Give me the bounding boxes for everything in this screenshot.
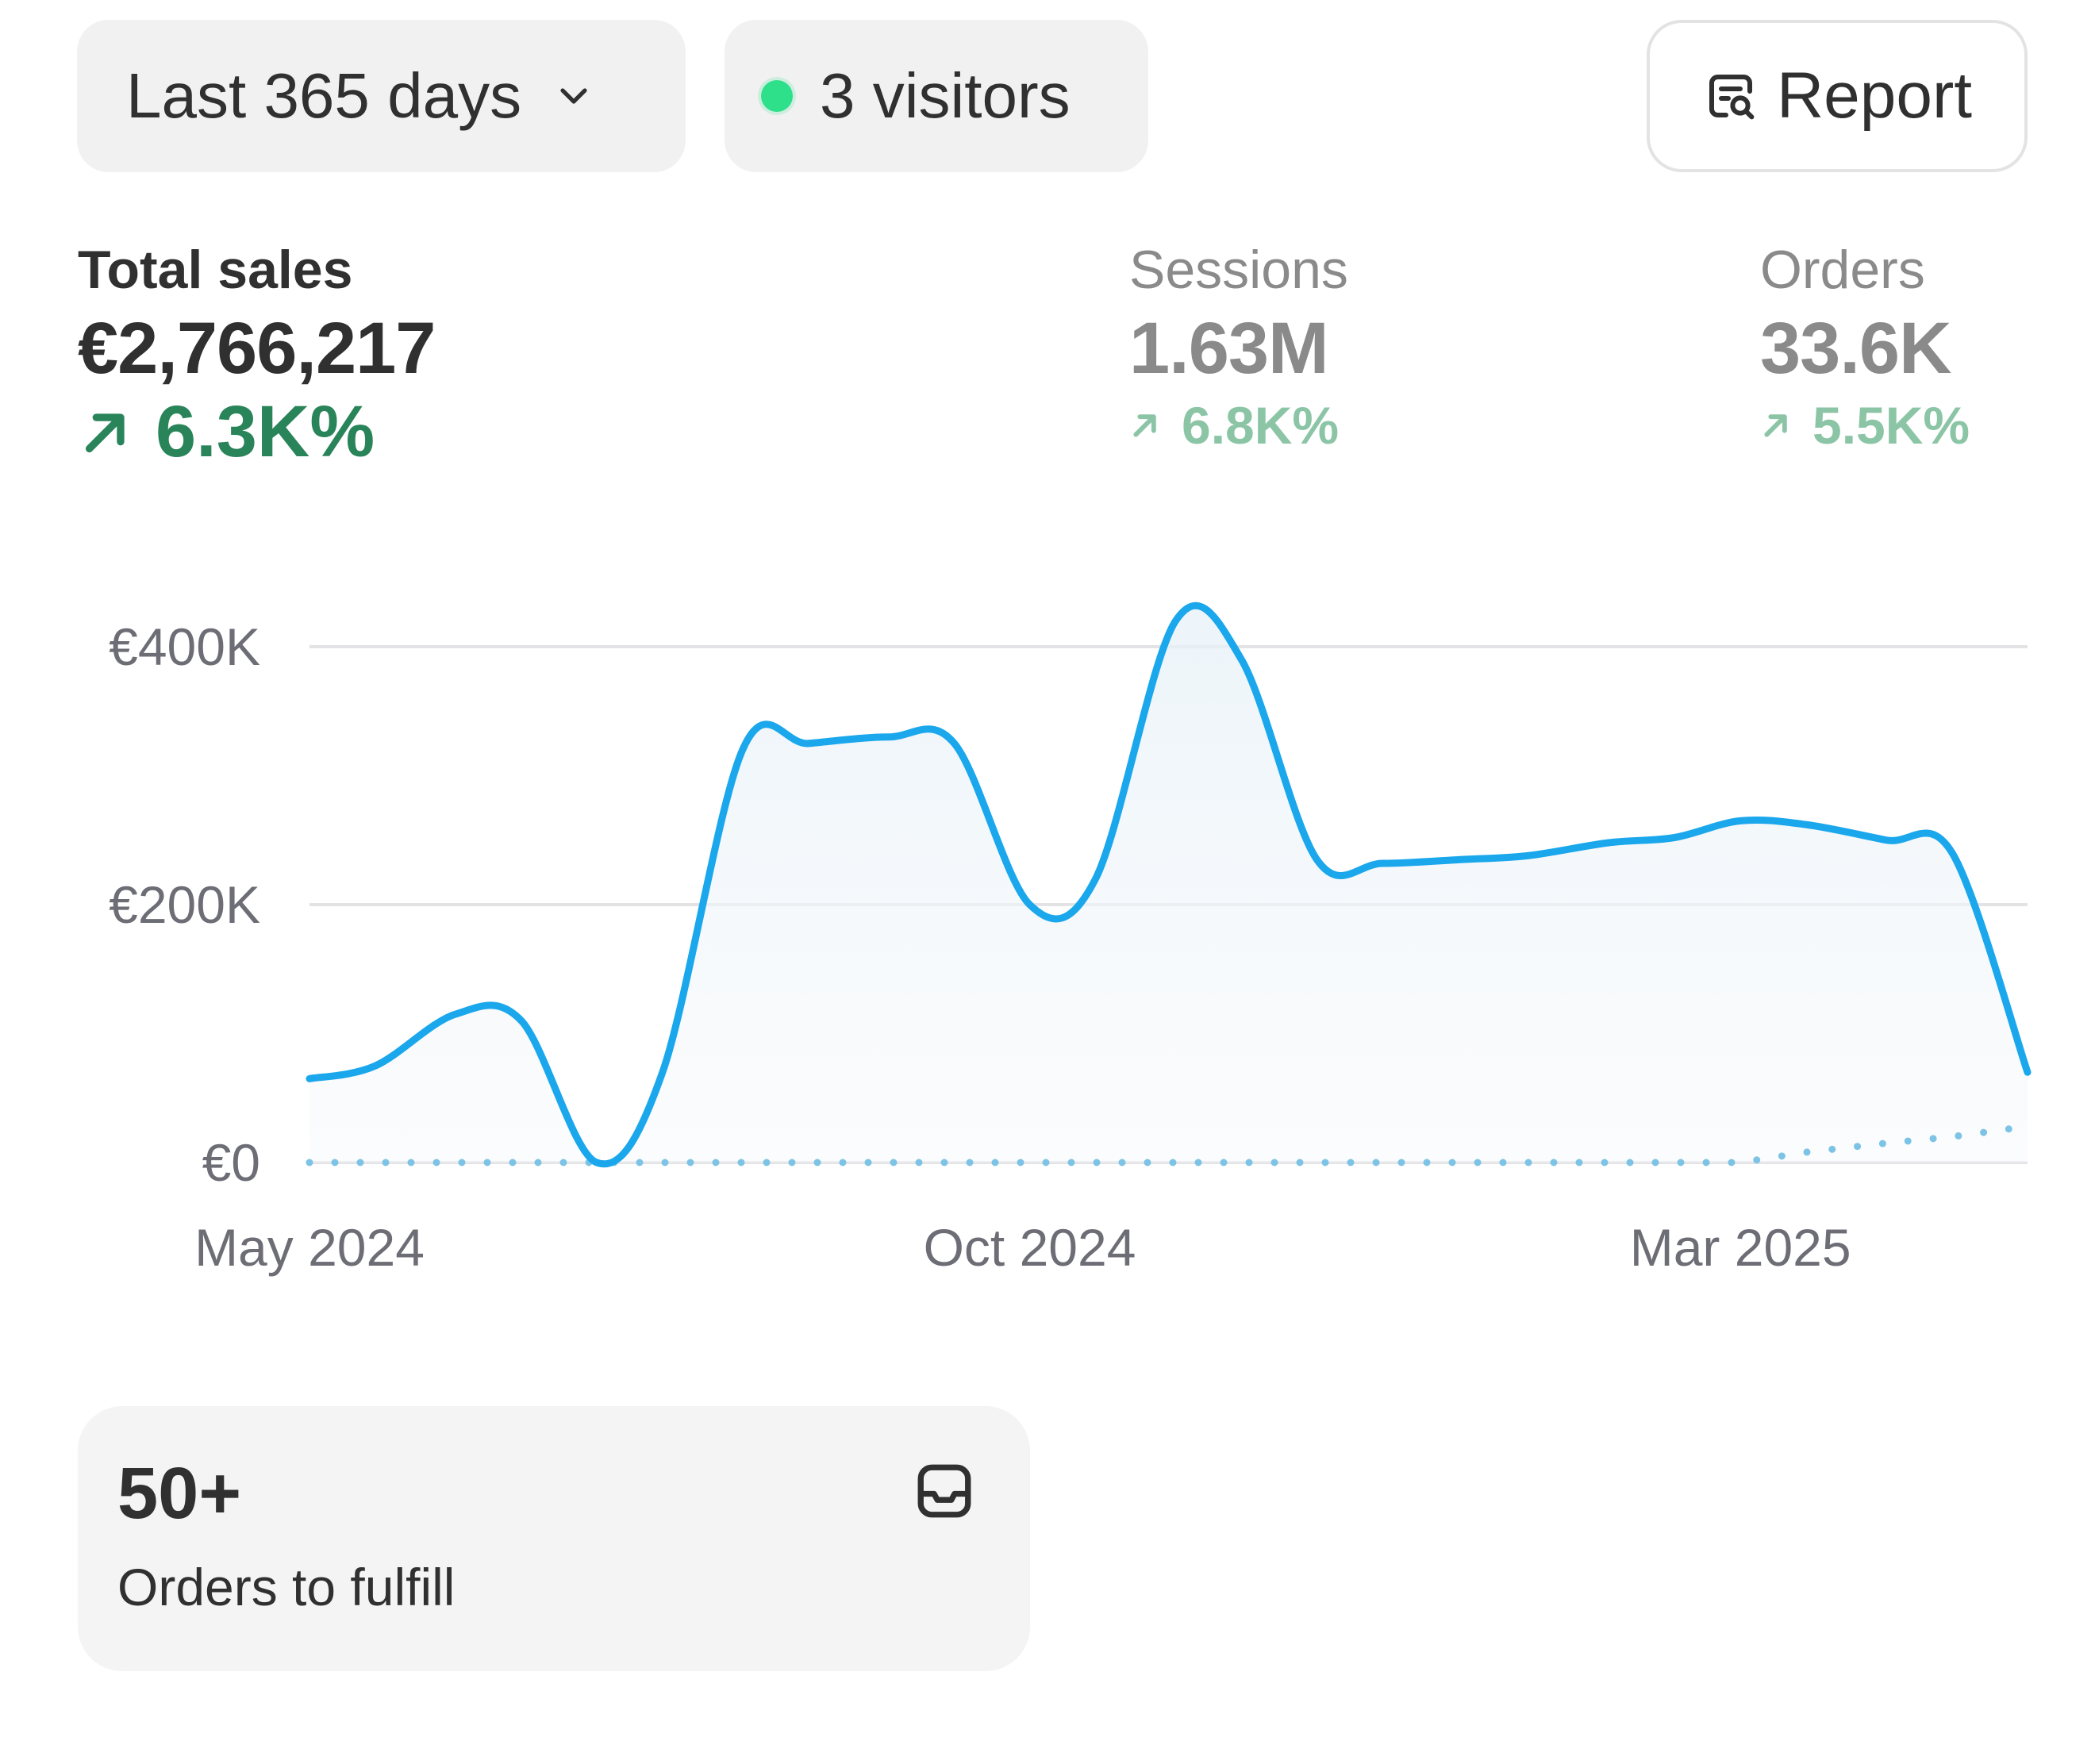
visitors-label: 3 visitors <box>820 60 1071 131</box>
metric-label: Sessions <box>1129 240 1348 300</box>
metric-orders[interactable]: Orders 33.6K 5.5K% <box>1760 238 1970 455</box>
metric-delta-value: 5.5K% <box>1812 396 1970 455</box>
metric-sessions[interactable]: Sessions 1.63M 6.8K% <box>1129 238 1348 455</box>
metric-label: Total sales <box>78 240 353 300</box>
metric-value: €2,766,217 <box>78 308 436 389</box>
sales-series-line <box>306 601 2032 1168</box>
date-range-label: Last 365 days <box>126 60 522 131</box>
arrow-up-right-icon <box>85 413 125 452</box>
chevron-down-icon <box>560 88 587 104</box>
chart-x-axis: May 2024 Oct 2024 Mar 2025 <box>194 1218 1851 1277</box>
date-range-selector[interactable]: Last 365 days <box>77 20 686 172</box>
report-search-icon <box>1709 75 1755 120</box>
orders-to-fulfill-count: 50+ <box>117 1453 242 1534</box>
orders-to-fulfill-label: Orders to fulfill <box>117 1558 456 1616</box>
arrow-up-right-icon <box>1764 414 1787 437</box>
y-tick-label: €0 <box>202 1133 260 1192</box>
metric-delta: 6.3K% <box>78 390 435 474</box>
metric-total-sales[interactable]: Total sales €2,766,217 6.3K% <box>78 238 436 474</box>
x-tick-label: Oct 2024 <box>924 1218 1136 1277</box>
sales-area-fill <box>309 605 2028 1164</box>
x-tick-label: May 2024 <box>194 1218 425 1277</box>
report-label: Report <box>1776 60 1973 132</box>
comparison-series-line <box>306 1123 2032 1166</box>
sales-line-chart[interactable]: €0 €200K €400K May 2024 Oct 2024 Mar 2025 <box>0 555 2095 1317</box>
inbox-icon <box>917 1464 971 1518</box>
live-status-dot <box>761 80 793 112</box>
metric-delta: 6.8K% <box>1129 395 1348 455</box>
y-tick-label: €200K <box>109 875 260 934</box>
y-tick-label: €400K <box>109 617 260 676</box>
x-tick-label: Mar 2025 <box>1630 1218 1851 1277</box>
metric-label: Orders <box>1760 240 1925 300</box>
metric-value: 1.63M <box>1129 308 1329 389</box>
orders-to-fulfill-card[interactable]: 50+ Orders to fulfill <box>78 1406 1030 1671</box>
metric-delta-value: 6.3K% <box>156 391 375 472</box>
metric-delta: 5.5K% <box>1760 395 1970 455</box>
arrow-up-right-icon <box>1133 414 1156 437</box>
report-button[interactable]: Report <box>1647 20 2028 172</box>
metric-value: 33.6K <box>1760 308 1952 389</box>
live-visitors-button[interactable]: 3 visitors <box>725 20 1148 172</box>
chart-y-axis: €0 €200K €400K <box>109 617 260 1192</box>
metric-delta-value: 6.8K% <box>1182 396 1340 455</box>
